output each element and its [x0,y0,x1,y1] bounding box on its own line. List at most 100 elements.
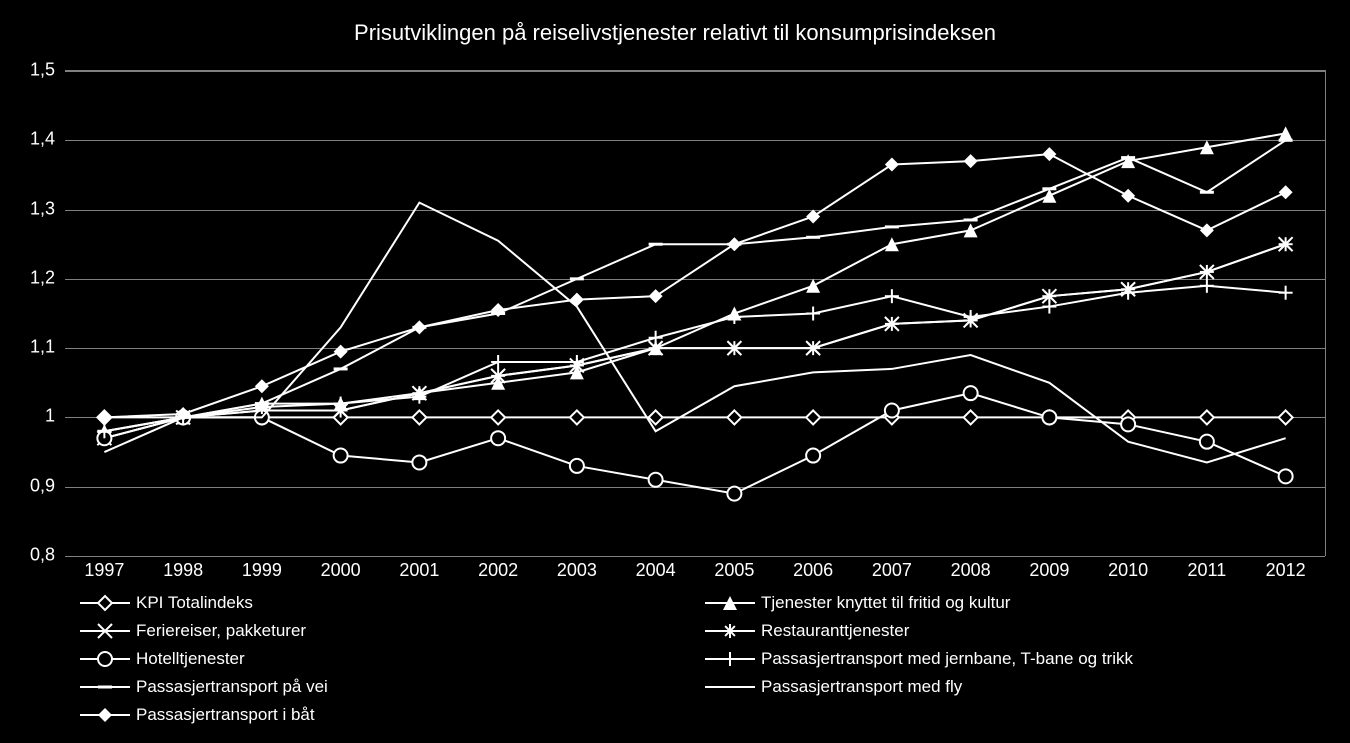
series-marker [806,410,820,424]
legend-item: Passasjertransport med jernbane, T-bane … [705,646,1330,672]
series-marker [255,379,269,393]
x-axis-label: 2010 [1108,560,1148,581]
legend-label: Passasjertransport på vei [136,677,328,697]
legend-item: Passasjertransport på vei [80,674,705,700]
series-marker [649,473,663,487]
plot-area [65,70,1326,556]
legend-label: Hotelltjenester [136,649,245,669]
series-marker [885,289,899,303]
series-marker [806,449,820,463]
series-line [104,140,1285,431]
legend-marker [705,649,755,669]
legend-label: Passasjertransport med jernbane, T-bane … [761,649,1133,669]
series-marker [491,355,505,369]
series-marker [1042,410,1056,424]
legend-marker [705,593,755,613]
legend-item: Restauranttjenester [705,618,1330,644]
x-axis-label: 1998 [163,560,203,581]
series-marker [885,404,899,418]
x-axis-label: 1997 [84,560,124,581]
series-marker [412,455,426,469]
plot-svg [65,71,1325,556]
legend-marker [80,621,130,641]
series-marker [885,317,899,331]
legend-item: Hotelltjenester [80,646,705,672]
legend-item: KPI Totalindeks [80,590,705,616]
series-marker [727,237,741,251]
y-axis-label: 1,5 [5,60,55,81]
series-line [104,154,1285,417]
chart-container: Prisutviklingen på reiselivstjenester re… [0,0,1350,743]
x-axis-label: 2004 [636,560,676,581]
series-marker [806,210,820,224]
series-marker [806,307,820,321]
series-marker [727,487,741,501]
series-marker [1279,410,1293,424]
series-marker [964,310,978,324]
series-marker [334,449,348,463]
x-axis-label: 2008 [951,560,991,581]
series-marker [334,345,348,359]
x-axis-label: 2009 [1029,560,1069,581]
series-marker [1200,435,1214,449]
legend-marker [80,677,130,697]
x-axis-label: 2003 [557,560,597,581]
series-marker [1279,469,1293,483]
series-marker [570,459,584,473]
legend-label: Tjenester knyttet til fritid og kultur [761,593,1010,613]
series-line [104,133,1285,431]
x-axis-label: 2007 [872,560,912,581]
series-marker [570,410,584,424]
series-marker [412,410,426,424]
x-axis-label: 2000 [321,560,361,581]
y-axis-label: 0,9 [5,475,55,496]
series-marker [491,410,505,424]
series-marker [1279,286,1293,300]
series-marker [964,386,978,400]
y-axis-label: 0,8 [5,545,55,566]
x-axis-label: 2005 [714,560,754,581]
x-axis-label: 2002 [478,560,518,581]
y-axis-label: 1,4 [5,129,55,150]
legend-marker [705,621,755,641]
y-axis-label: 1,2 [5,267,55,288]
legend-marker [80,593,130,613]
series-marker [491,369,505,383]
legend-label: Feriereiser, pakketurer [136,621,306,641]
series-marker [570,293,584,307]
series-marker [1042,147,1056,161]
legend-label: Passasjertransport i båt [136,705,315,725]
series-marker [1279,237,1293,251]
series-marker [1200,223,1214,237]
x-axis-label: 2001 [399,560,439,581]
series-marker [491,431,505,445]
x-axis-label: 2006 [793,560,833,581]
x-axis-label: 1999 [242,560,282,581]
gridline [65,556,1325,557]
chart-title: Prisutviklingen på reiselivstjenester re… [0,0,1350,46]
series-marker [97,410,111,424]
series-marker [727,410,741,424]
series-marker [727,341,741,355]
series-marker [1121,417,1135,431]
legend-marker [80,705,130,725]
legend-marker [80,649,130,669]
y-axis-label: 1,1 [5,337,55,358]
series-marker [1279,185,1293,199]
x-axis-label: 2011 [1188,560,1227,581]
legend-item: Feriereiser, pakketurer [80,618,705,644]
series-marker [806,279,820,293]
y-axis-label: 1,3 [5,198,55,219]
series-marker [649,289,663,303]
legend-label: Restauranttjenester [761,621,909,641]
legend-label: Passasjertransport med fly [761,677,962,697]
series-marker [964,410,978,424]
legend-marker [705,677,755,697]
legend-item: Tjenester knyttet til fritid og kultur [705,590,1330,616]
y-axis-label: 1 [5,406,55,427]
series-marker [885,158,899,172]
x-axis-label: 2012 [1266,560,1306,581]
series-marker [1200,279,1214,293]
legend: KPI Totalindeks Feriereiser, pakketurer Ho… [80,590,1330,730]
series-marker [1200,410,1214,424]
